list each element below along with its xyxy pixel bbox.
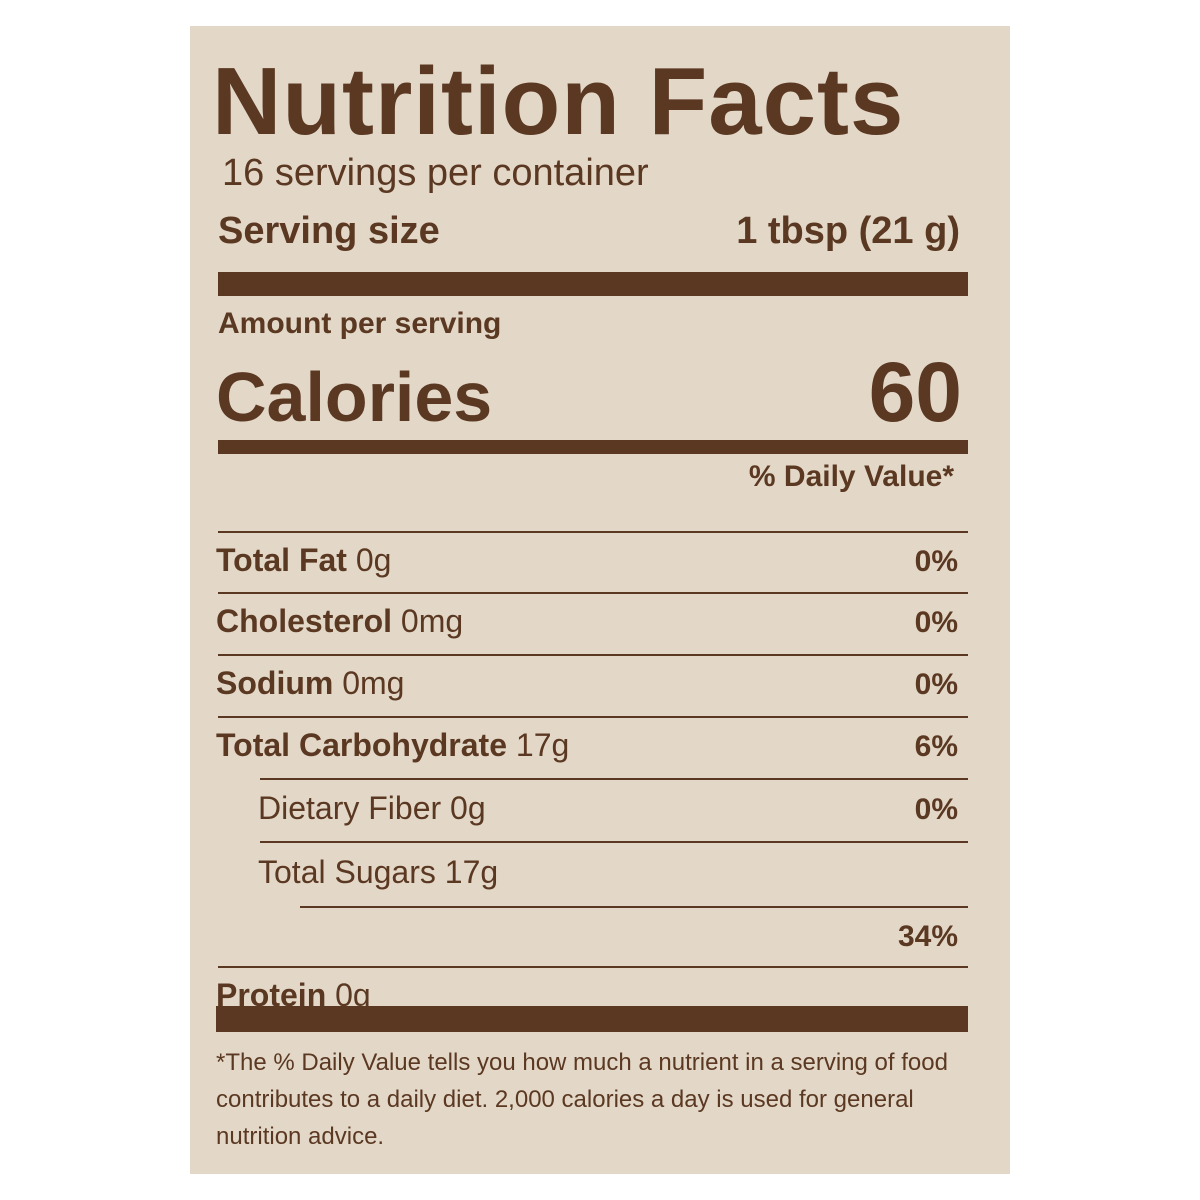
nutrient-amount: 0g bbox=[335, 977, 371, 1013]
nutrient-amount: 0mg bbox=[400, 603, 464, 639]
serving-size-value: 1 tbsp (21 g) bbox=[736, 210, 960, 252]
nutrient-row-protein: Protein 0g bbox=[216, 979, 371, 1011]
nutrient-dv: 34% bbox=[897, 920, 958, 953]
nutrient-name: Sodium bbox=[216, 665, 334, 701]
row-divider bbox=[218, 654, 968, 656]
nutrient-dv: 0% bbox=[914, 606, 958, 639]
row-divider bbox=[260, 778, 968, 780]
row-divider bbox=[300, 906, 968, 908]
thick-divider-bottom bbox=[216, 1006, 968, 1032]
nutrient-amount: 0g bbox=[450, 790, 486, 826]
medium-divider bbox=[218, 440, 968, 454]
nutrient-row-dietary-fiber: Dietary Fiber 0g bbox=[258, 792, 486, 824]
nutrient-amount: 17g bbox=[444, 854, 499, 890]
nutrient-row-total-fat: Total Fat 0g bbox=[216, 544, 391, 576]
nutrient-row-total-sugars: Total Sugars 17g bbox=[258, 856, 498, 888]
label-title: Nutrition Facts bbox=[212, 48, 905, 155]
nutrient-name: Protein bbox=[216, 977, 327, 1013]
nutrition-facts-label: Nutrition Facts 16 servings per containe… bbox=[190, 26, 1010, 1174]
row-divider bbox=[218, 592, 968, 594]
serving-size-label: Serving size bbox=[218, 210, 440, 252]
nutrient-row-cholesterol: Cholesterol 0mg bbox=[216, 605, 463, 637]
row-divider bbox=[218, 531, 968, 533]
servings-per-container: 16 servings per container bbox=[222, 152, 649, 194]
nutrient-dv: 0% bbox=[914, 545, 958, 578]
daily-value-header: % Daily Value* bbox=[748, 460, 954, 493]
nutrient-name: Cholesterol bbox=[216, 603, 393, 639]
row-divider bbox=[260, 841, 968, 843]
nutrient-name: Total Carbohydrate bbox=[216, 727, 507, 763]
row-divider bbox=[218, 966, 968, 968]
nutrient-dv: 0% bbox=[914, 793, 958, 826]
footnote: *The % Daily Value tells you how much a … bbox=[216, 1049, 948, 1150]
thick-divider bbox=[218, 272, 968, 296]
nutrient-name: Dietary Fiber bbox=[258, 790, 442, 826]
nutrient-dv: 6% bbox=[914, 730, 958, 763]
nutrient-dv: 0% bbox=[914, 668, 958, 701]
nutrient-name: Total Fat bbox=[216, 542, 347, 578]
nutrient-name: Total Sugars bbox=[258, 854, 436, 890]
calories-label: Calories bbox=[216, 358, 493, 436]
nutrient-amount: 0g bbox=[355, 542, 392, 578]
nutrient-row-sodium: Sodium 0mg bbox=[216, 667, 404, 699]
nutrient-amount: 17g bbox=[515, 727, 570, 763]
amount-per-serving: Amount per serving bbox=[218, 307, 502, 340]
nutrient-row-total-carbohydrate: Total Carbohydrate 17g bbox=[216, 729, 569, 761]
nutrient-amount: 0mg bbox=[342, 665, 405, 701]
row-divider bbox=[218, 716, 968, 718]
calories-value: 60 bbox=[868, 345, 962, 439]
